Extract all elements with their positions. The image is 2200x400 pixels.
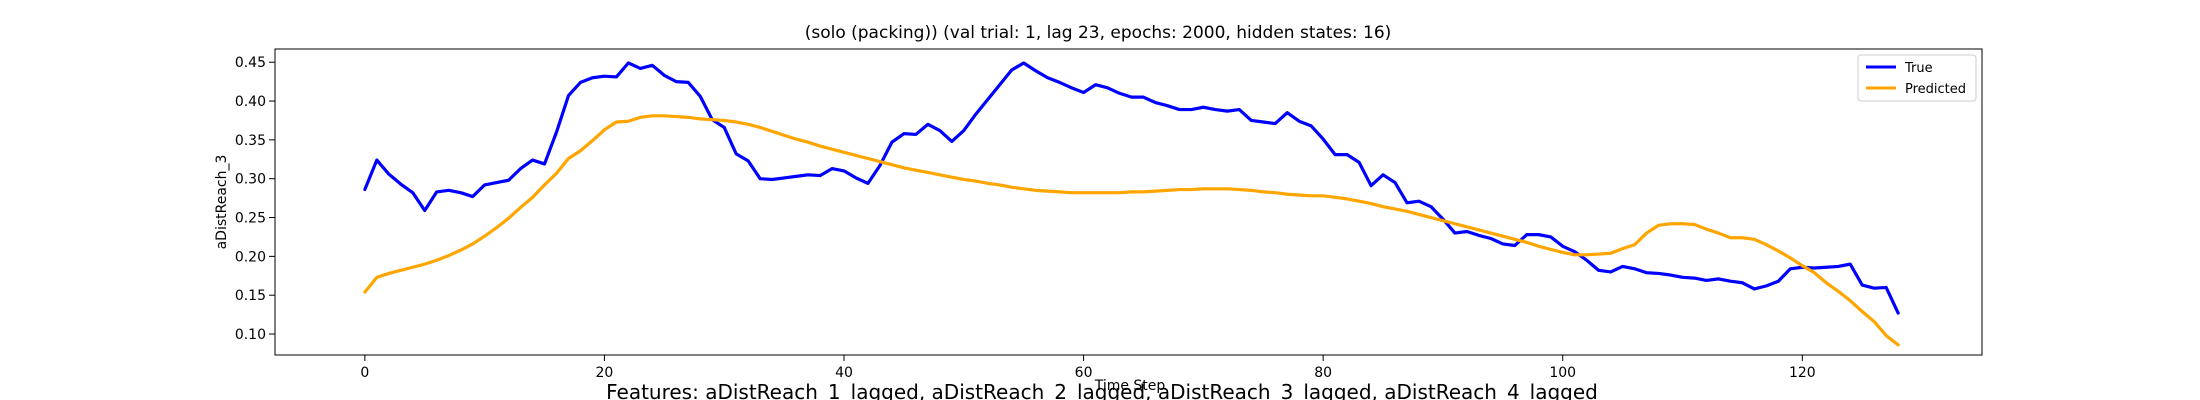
y-tick-label: 0.40 xyxy=(235,94,266,110)
y-tick-label: 0.25 xyxy=(235,211,266,227)
y-axis: 0.10 0.15 0.20 0.25 0.30 0.35 0.40 0.45 xyxy=(235,55,275,343)
y-tick-label: 0.15 xyxy=(235,288,266,304)
y-tick-label: 0.20 xyxy=(235,249,266,265)
chart-title: (solo (packing)) (val trial: 1, lag 23, … xyxy=(805,23,1392,43)
legend: True Predicted xyxy=(1857,54,1977,102)
x-tick-label: 40 xyxy=(835,365,853,381)
x-tick-label: 100 xyxy=(1549,365,1576,381)
y-tick-label: 0.45 xyxy=(235,55,266,71)
plot-frame xyxy=(274,48,1983,356)
series-line-predicted xyxy=(363,114,1900,347)
y-axis-label: aDistReach_3 xyxy=(214,155,230,250)
x-tick-label: 20 xyxy=(596,365,614,381)
y-tick-label: 0.30 xyxy=(235,172,266,188)
x-tick-label: 60 xyxy=(1075,365,1093,381)
x-tick-label: 0 xyxy=(360,365,369,381)
legend-label-predicted: Predicted xyxy=(1905,82,1966,97)
x-axis: 0 20 40 60 80 100 120 xyxy=(360,355,1816,381)
plot-area xyxy=(274,48,1983,356)
y-tick-label: 0.35 xyxy=(235,133,266,149)
series-line-true xyxy=(363,61,1900,315)
series-layer xyxy=(363,61,1900,347)
x-axis-label: Time Step xyxy=(1094,378,1166,394)
x-tick-label: 80 xyxy=(1314,365,1332,381)
x-tick-label: 120 xyxy=(1789,365,1816,381)
y-tick-label: 0.10 xyxy=(235,327,266,343)
legend-label-true: True xyxy=(1904,61,1933,76)
features-caption: Features: aDistReach_1_lagged, aDistReac… xyxy=(606,380,1598,400)
